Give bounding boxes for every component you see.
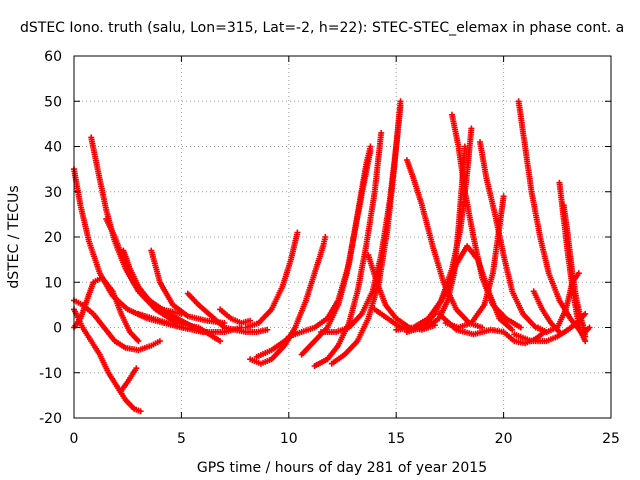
data-series <box>71 274 142 345</box>
x-tick-label: 20 <box>495 431 513 447</box>
series-markers <box>184 290 228 331</box>
series-markers <box>120 247 185 317</box>
x-tick-label: 15 <box>387 431 405 447</box>
data-series <box>247 234 329 367</box>
data-series <box>118 365 140 394</box>
x-tick-label: 5 <box>177 431 186 447</box>
x-tick-label: 25 <box>602 431 620 447</box>
chart-title: dSTEC Iono. truth (salu, Lon=315, Lat=-2… <box>20 20 624 36</box>
series-markers <box>242 229 301 331</box>
y-tick-label: 10 <box>44 275 62 291</box>
ticks <box>73 55 612 419</box>
y-tick-label: 0 <box>53 321 62 337</box>
series-markers <box>530 288 563 335</box>
y-tick-label: -10 <box>39 366 62 382</box>
y-tick-label: 40 <box>44 140 62 156</box>
series-markers <box>573 301 593 335</box>
series-markers <box>221 324 271 335</box>
y-tick-labels: -20 -10 0 10 20 30 40 50 60 <box>39 49 62 427</box>
x-tick-labels: 0 5 10 15 20 25 <box>70 431 620 447</box>
x-tick-label: 10 <box>280 431 298 447</box>
data-series <box>530 288 563 335</box>
data-series <box>477 139 550 335</box>
plot-area <box>71 98 593 415</box>
x-axis-label: GPS time / hours of day 281 of year 2015 <box>197 460 487 476</box>
data-series <box>184 290 228 331</box>
y-tick-label: -20 <box>39 411 62 427</box>
data-series <box>120 247 185 317</box>
data-series <box>285 143 374 340</box>
y-axis-label: dSTEC / TECUs <box>6 185 22 288</box>
data-series <box>148 247 228 326</box>
data-series <box>217 306 254 326</box>
series-markers <box>477 139 550 335</box>
series-markers <box>148 247 228 326</box>
y-tick-label: 30 <box>44 185 62 201</box>
series-markers <box>311 129 385 369</box>
data-series <box>573 301 593 335</box>
y-tick-label: 60 <box>44 49 62 65</box>
y-tick-label: 50 <box>44 94 62 110</box>
series-markers <box>118 365 140 394</box>
data-series <box>403 157 486 331</box>
series-markers <box>253 329 299 360</box>
series-markers <box>403 157 486 331</box>
data-series <box>221 324 271 335</box>
data-series <box>242 229 301 331</box>
data-series <box>311 129 385 369</box>
y-tick-label: 20 <box>44 230 62 246</box>
x-tick-label: 0 <box>70 431 79 447</box>
series-markers <box>217 306 254 326</box>
data-series <box>253 329 299 360</box>
data-series <box>135 310 245 335</box>
